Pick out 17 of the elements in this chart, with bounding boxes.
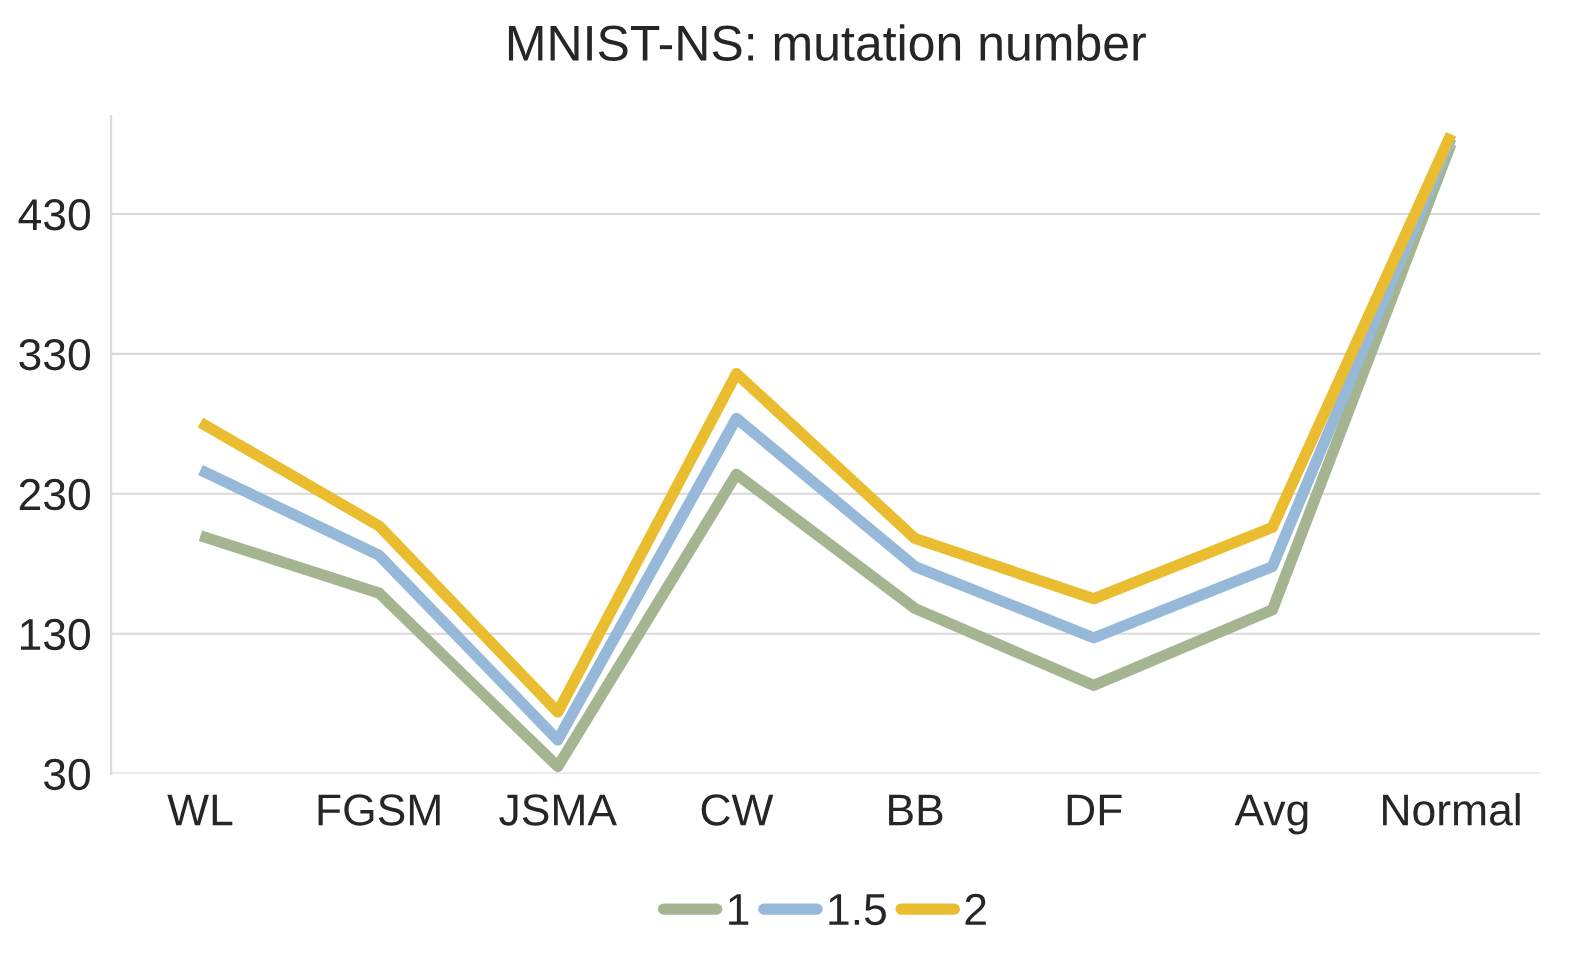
x-tick-label: WL <box>167 794 233 826</box>
legend-label: 2 <box>965 893 986 925</box>
y-tick-label: 30 <box>43 758 90 791</box>
x-tick-label: Avg <box>1234 794 1308 835</box>
y-tick-label: 430 <box>18 199 90 231</box>
y-tick-label: 330 <box>19 338 90 371</box>
y-tick-label: 130 <box>20 618 90 651</box>
x-tick-label: DF <box>1067 794 1122 826</box>
x-tick-label: JSMA <box>499 794 617 826</box>
legend-label: 1 <box>729 894 749 925</box>
x-tick-label: FGSM <box>318 794 440 826</box>
x-tick-label: BB <box>889 794 943 826</box>
chart-title: MNIST-NS: mutation number <box>508 24 1146 61</box>
x-tick-label: Normal <box>1383 793 1520 826</box>
x-tick-label: CW <box>701 794 774 826</box>
y-tick-label: 230 <box>19 478 90 511</box>
legend-label: 1.5 <box>829 894 886 926</box>
